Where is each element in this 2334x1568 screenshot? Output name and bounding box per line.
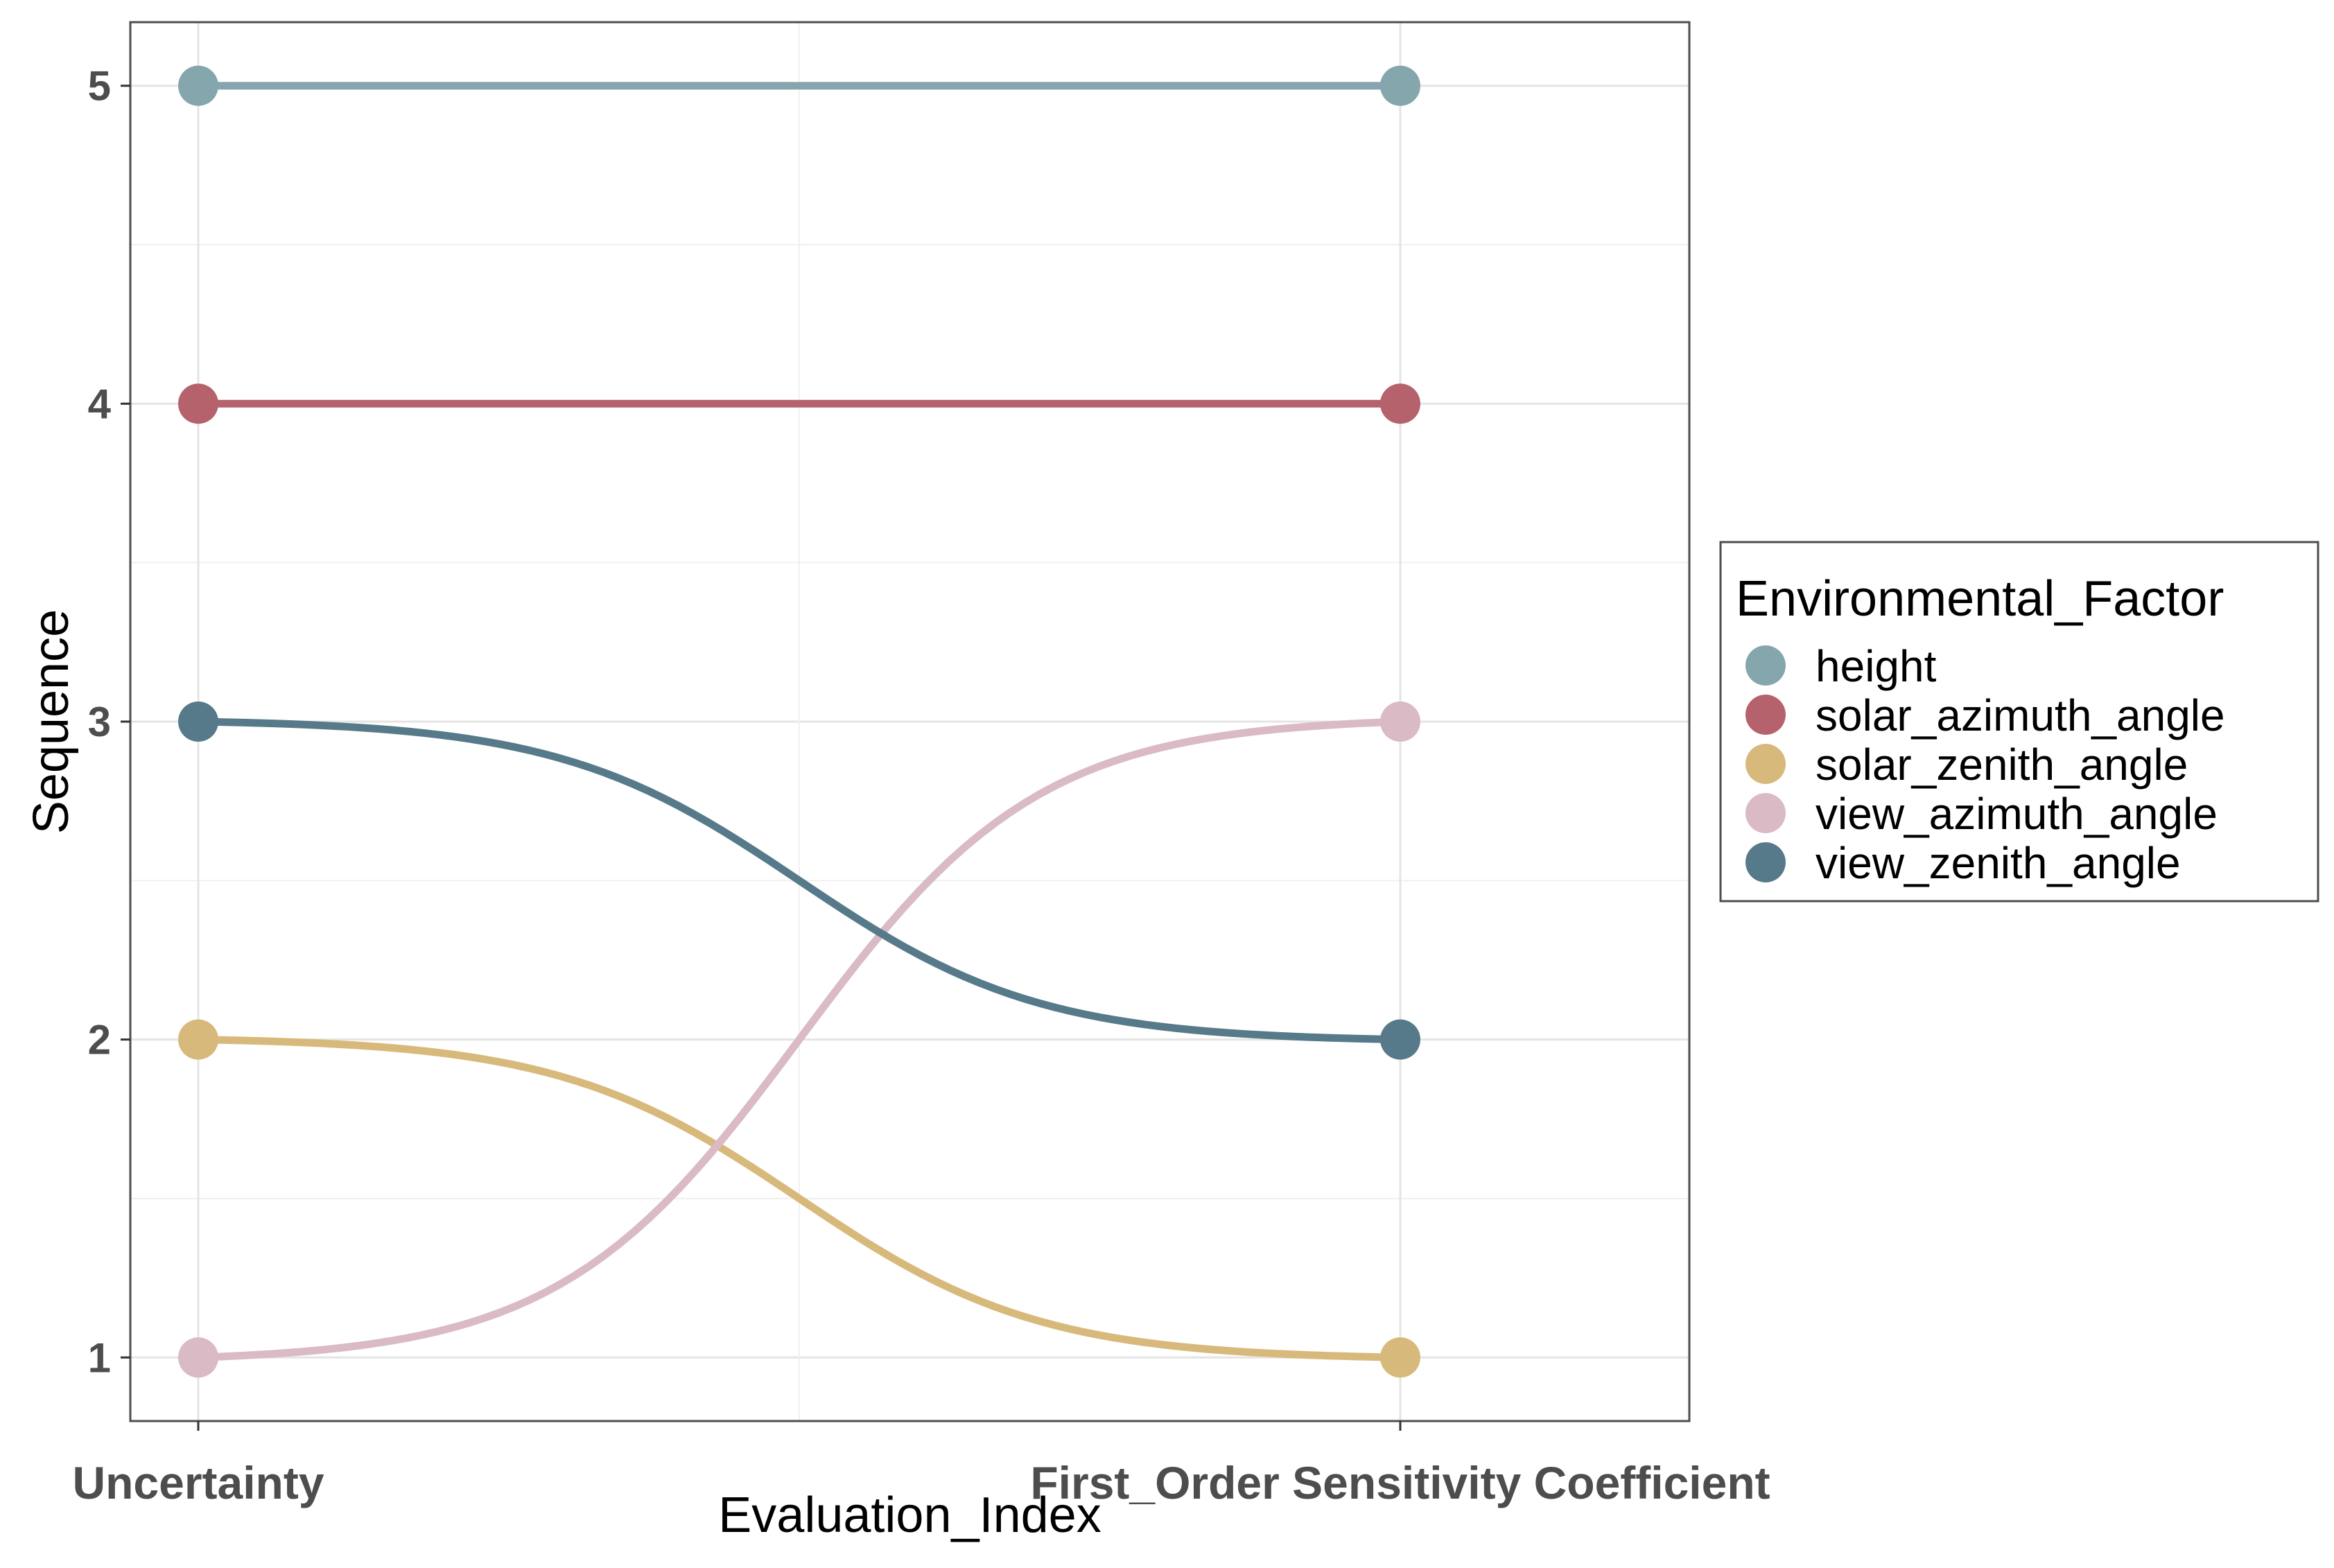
legend-items: heightsolar_azimuth_anglesolar_zenith_an… bbox=[1745, 641, 2225, 888]
x-tick-label: First_Order Sensitivity Coefficient bbox=[1030, 1457, 1770, 1508]
legend-item-view-azimuth-angle: view_azimuth_angle bbox=[1745, 789, 2218, 839]
series-line-view-azimuth-angle bbox=[194, 717, 1404, 1361]
data-point-height bbox=[178, 65, 218, 106]
legend-key-solar-zenith-angle bbox=[1745, 744, 1786, 784]
legend-item-height: height bbox=[1745, 641, 1937, 691]
legend-label-solar-azimuth-angle: solar_azimuth_angle bbox=[1815, 690, 2225, 740]
legend-key-height bbox=[1745, 645, 1786, 686]
x-tick-label: Uncertainty bbox=[72, 1457, 324, 1508]
data-point-view-azimuth-angle bbox=[178, 1337, 218, 1378]
legend-title: Environmental_Factor bbox=[1736, 571, 2224, 627]
data-point-view-zenith-angle bbox=[1380, 1019, 1420, 1060]
y-tick-label: 4 bbox=[88, 381, 112, 427]
series-line-solar-zenith-angle bbox=[194, 1036, 1404, 1361]
legend-item-solar-zenith-angle: solar_zenith_angle bbox=[1745, 740, 2188, 790]
legend-label-view-azimuth-angle: view_azimuth_angle bbox=[1815, 789, 2218, 839]
data-point-solar-zenith-angle bbox=[178, 1019, 218, 1060]
legend-key-solar-azimuth-angle bbox=[1745, 695, 1786, 735]
y-tick-label: 1 bbox=[88, 1334, 111, 1381]
y-tick-label: 2 bbox=[88, 1017, 111, 1063]
legend-label-height: height bbox=[1815, 641, 1937, 691]
data-point-view-azimuth-angle bbox=[1380, 702, 1420, 742]
legend-key-view-azimuth-angle bbox=[1745, 793, 1786, 833]
legend-label-view-zenith-angle: view_zenith_angle bbox=[1815, 838, 2181, 888]
data-point-solar-azimuth-angle bbox=[178, 383, 218, 424]
series-line-view-zenith-angle bbox=[194, 717, 1404, 1044]
data-point-height bbox=[1380, 65, 1420, 106]
data-point-solar-azimuth-angle bbox=[1380, 383, 1420, 424]
legend: Environmental_Factor heightsolar_azimuth… bbox=[1719, 541, 2319, 903]
x-axis: Uncertainty First_Order Sensitivity Coeff… bbox=[72, 1421, 1770, 1508]
legend-label-solar-zenith-angle: solar_zenith_angle bbox=[1815, 740, 2188, 790]
legend-item-solar-azimuth-angle: solar_azimuth_angle bbox=[1745, 690, 2225, 740]
y-tick-label: 5 bbox=[88, 63, 111, 110]
y-axis: 1 2 3 4 5 bbox=[88, 63, 130, 1381]
legend-key-view-zenith-angle bbox=[1745, 842, 1786, 882]
data-point-view-zenith-angle bbox=[178, 702, 218, 742]
y-axis-title: Sequence bbox=[24, 609, 79, 834]
legend-box bbox=[1719, 541, 2319, 903]
grid-lines bbox=[130, 22, 1689, 1421]
series-lines bbox=[194, 82, 1404, 1361]
series-points bbox=[178, 65, 1420, 1378]
x-axis-title: Evaluation_Index bbox=[718, 1488, 1101, 1543]
data-point-solar-zenith-angle bbox=[1380, 1337, 1420, 1378]
legend-item-view-zenith-angle: view_zenith_angle bbox=[1745, 838, 2181, 888]
y-tick-label: 3 bbox=[88, 699, 111, 745]
